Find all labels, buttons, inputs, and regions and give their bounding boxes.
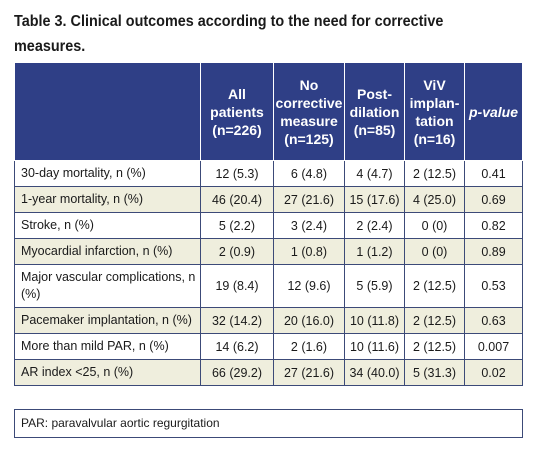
cell-viv: 0 (0)	[404, 238, 465, 265]
row-label: 30-day mortality, n (%)	[14, 160, 201, 187]
cell-no-corrective: 27 (21.6)	[273, 186, 345, 213]
cell-no-corrective: 20 (16.0)	[273, 307, 345, 334]
header-cell-blank	[14, 62, 201, 161]
cell-viv: 5 (31.3)	[404, 359, 465, 386]
cell-p-value: 0.53	[464, 264, 523, 308]
cell-p-value: 0.007	[464, 333, 523, 360]
cell-no-corrective: 2 (1.6)	[273, 333, 345, 360]
outcomes-table: All patients (n=226) No corrective measu…	[14, 62, 523, 386]
row-label: 1-year mortality, n (%)	[14, 186, 201, 213]
cell-post-dilation: 15 (17.6)	[344, 186, 405, 213]
row-label: Stroke, n (%)	[14, 212, 201, 239]
row-label: AR index <25, n (%)	[14, 359, 201, 386]
cell-all-patients: 32 (14.2)	[200, 307, 274, 334]
table-row: Pacemaker implantation, n (%) 32 (14.2) …	[14, 307, 523, 334]
header-cell-p-value: p-value	[464, 62, 523, 161]
cell-viv: 2 (12.5)	[404, 307, 465, 334]
cell-viv: 0 (0)	[404, 212, 465, 239]
cell-viv: 2 (12.5)	[404, 333, 465, 360]
cell-p-value: 0.02	[464, 359, 523, 386]
row-label: Pacemaker implantation, n (%)	[14, 307, 201, 334]
cell-viv: 4 (25.0)	[404, 186, 465, 213]
cell-no-corrective: 1 (0.8)	[273, 238, 345, 265]
table-row: 1-year mortality, n (%) 46 (20.4) 27 (21…	[14, 186, 523, 213]
cell-post-dilation: 5 (5.9)	[344, 264, 405, 308]
row-label: Myocardial infarction, n (%)	[14, 238, 201, 265]
cell-post-dilation: 10 (11.6)	[344, 333, 405, 360]
table-row: AR index <25, n (%) 66 (29.2) 27 (21.6) …	[14, 359, 523, 386]
table-header-row: All patients (n=226) No corrective measu…	[14, 62, 523, 161]
cell-p-value: 0.82	[464, 212, 523, 239]
cell-no-corrective: 27 (21.6)	[273, 359, 345, 386]
header-cell-post-dilation: Post- dilation (n=85)	[344, 62, 405, 161]
row-label: More than mild PAR, n (%)	[14, 333, 201, 360]
header-cell-all-patients: All patients (n=226)	[200, 62, 274, 161]
cell-viv: 2 (12.5)	[404, 264, 465, 308]
row-label: Major vascular complications, n (%)	[14, 264, 201, 308]
cell-viv: 2 (12.5)	[404, 160, 465, 187]
cell-p-value: 0.69	[464, 186, 523, 213]
cell-all-patients: 14 (6.2)	[200, 333, 274, 360]
cell-post-dilation: 4 (4.7)	[344, 160, 405, 187]
cell-all-patients: 46 (20.4)	[200, 186, 274, 213]
cell-all-patients: 2 (0.9)	[200, 238, 274, 265]
header-cell-viv: ViV implan- tation (n=16)	[404, 62, 465, 161]
cell-all-patients: 5 (2.2)	[200, 212, 274, 239]
cell-all-patients: 12 (5.3)	[200, 160, 274, 187]
table-row: Stroke, n (%) 5 (2.2) 3 (2.4) 2 (2.4) 0 …	[14, 212, 523, 239]
table-row: 30-day mortality, n (%) 12 (5.3) 6 (4.8)…	[14, 160, 523, 187]
table-caption: Table 3. Clinical outcomes according to …	[14, 13, 444, 55]
cell-all-patients: 66 (29.2)	[200, 359, 274, 386]
cell-no-corrective: 6 (4.8)	[273, 160, 345, 187]
cell-post-dilation: 10 (11.8)	[344, 307, 405, 334]
cell-p-value: 0.63	[464, 307, 523, 334]
table-footnote: PAR: paravalvular aortic regurgitation	[14, 409, 523, 438]
cell-no-corrective: 12 (9.6)	[273, 264, 345, 308]
cell-p-value: 0.89	[464, 238, 523, 265]
cell-p-value: 0.41	[464, 160, 523, 187]
table-row: Myocardial infarction, n (%) 2 (0.9) 1 (…	[14, 238, 523, 265]
header-cell-no-corrective: No corrective measure (n=125)	[273, 62, 345, 161]
table-row: Major vascular complications, n (%) 19 (…	[14, 264, 523, 308]
cell-post-dilation: 1 (1.2)	[344, 238, 405, 265]
table-row: More than mild PAR, n (%) 14 (6.2) 2 (1.…	[14, 333, 523, 360]
cell-post-dilation: 34 (40.0)	[344, 359, 405, 386]
cell-no-corrective: 3 (2.4)	[273, 212, 345, 239]
cell-post-dilation: 2 (2.4)	[344, 212, 405, 239]
cell-all-patients: 19 (8.4)	[200, 264, 274, 308]
